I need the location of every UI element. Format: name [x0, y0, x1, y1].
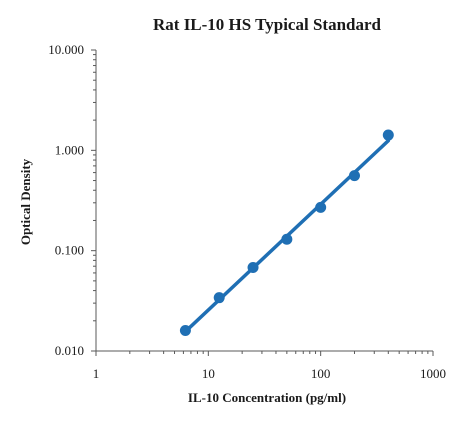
- x-tick-label: 1000: [420, 366, 446, 381]
- data-point: [348, 170, 360, 182]
- y-tick-label: 0.010: [55, 343, 84, 358]
- data-point: [213, 292, 225, 304]
- data-point: [315, 201, 327, 213]
- x-tick-label: 1: [93, 366, 100, 381]
- data-point: [179, 325, 191, 337]
- y-axis-label: Optical Density: [18, 158, 33, 245]
- x-axis-label: IL-10 Concentration (pg/ml): [188, 390, 346, 405]
- y-tick-label: 10.000: [48, 42, 84, 57]
- x-tick-label: 100: [311, 366, 331, 381]
- chart-title: Rat IL-10 HS Typical Standard: [153, 15, 382, 34]
- data-point: [382, 129, 394, 141]
- points-layer: [179, 129, 394, 337]
- x-tick-label: 10: [202, 366, 215, 381]
- axes: 0.010 0.100 1.000 10.000 1 10 100 1000: [48, 42, 446, 381]
- y-tick-label: 1.000: [55, 142, 84, 157]
- data-point: [281, 233, 293, 245]
- y-tick-label: 0.100: [55, 243, 84, 258]
- data-point: [247, 261, 259, 273]
